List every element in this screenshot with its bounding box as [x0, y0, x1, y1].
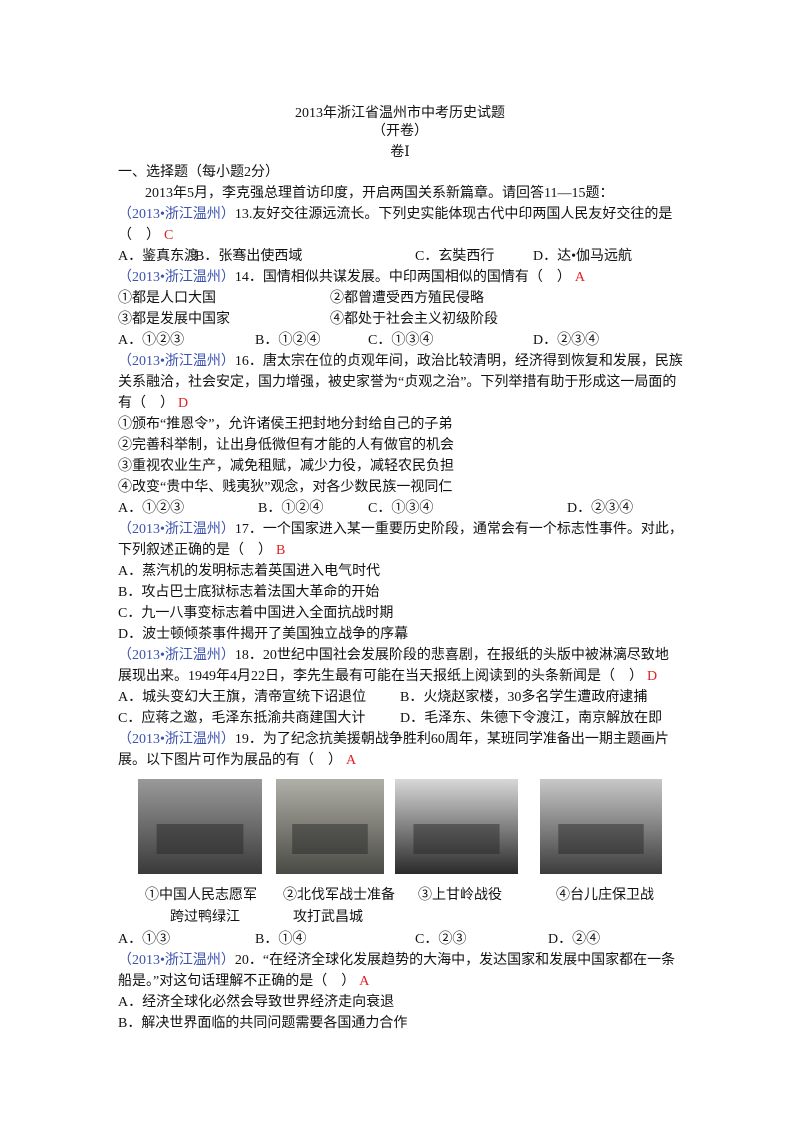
- option: B．①④: [255, 932, 307, 947]
- statement: ④都处于社会主义初级阶段: [330, 312, 498, 327]
- question-source: （2013•浙江温州）: [118, 953, 235, 968]
- option: B．火烧赵家楼，30多名学生遭政府逮捕: [400, 690, 648, 705]
- question-stem: 20．“在经济全球化发展趋势的大海中，发达国家和发展中国家都在一条: [234, 953, 676, 968]
- question-line: （2013•浙江温州）17．一个国家进入某一重要历史阶段，通常会有一个标志性事件…: [118, 520, 683, 540]
- question-source: （2013•浙江温州）: [118, 270, 235, 285]
- question-stem: 19．为了纪念抗美援朝战争胜利60周年，某班同学准备出一期主题画片: [234, 732, 669, 747]
- title: 2013年浙江省温州市中考历史试题: [295, 106, 505, 121]
- question-line: 展现出来。1949年4月22日，李先生最有可能在当天报纸上阅读到的头条新闻是（ …: [118, 667, 657, 687]
- question-source: （2013•浙江温州）: [118, 648, 235, 663]
- statement: ①都是人口大国: [118, 291, 216, 306]
- option: C．①③④: [368, 333, 434, 348]
- option: C．①③④: [368, 501, 434, 516]
- caption: 跨过鸭绿江: [170, 910, 240, 925]
- question-line: 下列叙述正确的是（ ） B: [118, 541, 285, 561]
- option: A．城头变幻大王旗，清帝宣统下诏退位: [118, 690, 367, 705]
- option: A．蒸汽机的发明标志着英国进入电气时代: [118, 564, 381, 579]
- question-stem: 有（ ）: [118, 396, 174, 411]
- answer: A: [359, 974, 370, 989]
- question-stem: 16．唐太宗在位的贞观年间，政治比较清明，经济得到恢复和发展，民族: [234, 354, 683, 369]
- option: D．②③④: [567, 501, 634, 516]
- statement: ②都曾遭受西方殖民侵略: [330, 291, 484, 306]
- question-source: （2013•浙江温州）: [118, 522, 235, 537]
- question-line: （2013•浙江温州）16．唐太宗在位的贞观年间，政治比较清明，经济得到恢复和发…: [118, 352, 683, 372]
- caption: ③上甘岭战役: [418, 888, 502, 903]
- intro: 2013年5月，李克强总理首访印度，开启两国关系新篇章。请回答11—15题：: [145, 186, 614, 201]
- statement: ②完善科举制，让出身低微但有才能的人有做官的机会: [118, 438, 454, 453]
- option: B．①②④: [255, 333, 321, 348]
- statement: ④改变“贵中华、贱夷狄”观念，对各少数民族一视同仁: [118, 480, 453, 495]
- caption: ②北伐军战士准备: [283, 888, 395, 903]
- answer: A: [346, 753, 357, 768]
- statement: ③都是发展中国家: [118, 312, 230, 327]
- answer: D: [178, 396, 189, 411]
- question-line: 展。以下图片可作为展品的有（ ） A: [118, 751, 356, 771]
- option: C．九一八事变标志着中国进入全面抗战时期: [118, 606, 394, 621]
- photo: [540, 779, 662, 874]
- option: A．①②③: [118, 333, 185, 348]
- option: A．①③: [118, 932, 171, 947]
- option: B．解决世界面临的共同问题需要各国通力合作: [118, 1016, 408, 1031]
- option: D．②③④: [533, 333, 600, 348]
- question-line: （2013•浙江温州）14．国情相似共谋发展。中印两国相似的国情有（ ） A: [118, 268, 585, 288]
- question-line: （ ） C: [118, 226, 173, 246]
- statement: ①颁布“推恩令”，允许诸侯王把封地分封给自己的子弟: [118, 417, 453, 432]
- statement: ③重视农业生产，减免租赋，减少力役，减轻农民负担: [118, 459, 454, 474]
- subtitle: （开卷）: [372, 124, 428, 139]
- question-stem: 13.友好交往源远流长。下列史实能体现古代中印两国人民友好交往的是: [234, 207, 673, 222]
- question-stem: 展。以下图片可作为展品的有（ ）: [118, 753, 342, 768]
- question-source: （2013•浙江温州）: [118, 207, 235, 222]
- section: 一、选择题（每小题2分）: [118, 165, 279, 180]
- option: B．张骞出使西域: [195, 249, 303, 264]
- caption: ①中国人民志愿军: [145, 888, 257, 903]
- question-line: 有（ ） D: [118, 394, 188, 414]
- answer: B: [276, 543, 286, 558]
- question-source: （2013•浙江温州）: [118, 354, 235, 369]
- photo: [276, 779, 384, 874]
- option: B．攻占巴士底狱标志着法国大革命的开始: [118, 585, 380, 600]
- question-line: （2013•浙江温州）18．20世纪中国社会发展阶段的悲喜剧，在报纸的头版中被淋…: [118, 646, 669, 666]
- question-source: （2013•浙江温州）: [118, 732, 235, 747]
- option: A．鉴真东渡: [118, 249, 199, 264]
- photo: [395, 779, 518, 874]
- question-line: （2013•浙江温州）20．“在经济全球化发展趋势的大海中，发达国家和发展中国家…: [118, 951, 675, 971]
- question-stem: （ ）: [118, 228, 160, 243]
- question-stem: 14．国情相似共谋发展。中印两国相似的国情有（ ）: [234, 270, 571, 285]
- caption: 攻打武昌城: [293, 910, 363, 925]
- question-line: 船是。”对这句话理解不正确的是（ ） A: [118, 972, 369, 992]
- photo: [138, 779, 262, 874]
- option: A．经济全球化必然会导致世界经济走向衰退: [118, 995, 395, 1010]
- question-stem: 下列叙述正确的是（ ）: [118, 543, 272, 558]
- option: C．②③: [415, 932, 467, 947]
- option: C．玄奘西行: [415, 249, 495, 264]
- question-stem: 关系融洽，社会安定，国力增强，被史家誉为“贞观之治”。下列举措有助于形成这一局面…: [118, 375, 677, 390]
- question-line: （2013•浙江温州）13.友好交往源远流长。下列史实能体现古代中印两国人民友好…: [118, 205, 672, 225]
- question-stem: 18．20世纪中国社会发展阶段的悲喜剧，在报纸的头版中被淋漓尽致地: [234, 648, 669, 663]
- option: D．波士顿倾茶事件揭开了美国独立战争的序幕: [118, 627, 409, 642]
- question-stem: 17．一个国家进入某一重要历史阶段，通常会有一个标志性事件。对此，: [234, 522, 683, 537]
- option: D．毛泽东、朱德下令渡江，南京解放在即: [400, 711, 663, 726]
- option: A．①②③: [118, 501, 185, 516]
- option: B．①②④: [258, 501, 324, 516]
- answer: D: [647, 669, 658, 684]
- question-line: （2013•浙江温州）19．为了纪念抗美援朝战争胜利60周年，某班同学准备出一期…: [118, 730, 669, 750]
- volume: 卷Ⅰ: [390, 145, 410, 160]
- answer: C: [164, 228, 174, 243]
- option: D．达•伽马远航: [533, 249, 633, 264]
- caption: ④台儿庄保卫战: [556, 888, 654, 903]
- question-stem: 船是。”对这句话理解不正确的是（ ）: [118, 974, 356, 989]
- option: D．②④: [548, 932, 601, 947]
- question-stem: 展现出来。1949年4月22日，李先生最有可能在当天报纸上阅读到的头条新闻是（ …: [118, 669, 643, 684]
- answer: A: [574, 270, 586, 285]
- question-line: 关系融洽，社会安定，国力增强，被史家誉为“贞观之治”。下列举措有助于形成这一局面…: [118, 373, 676, 393]
- option: C．应蒋之邀，毛泽东抵渝共商建国大计: [118, 711, 366, 726]
